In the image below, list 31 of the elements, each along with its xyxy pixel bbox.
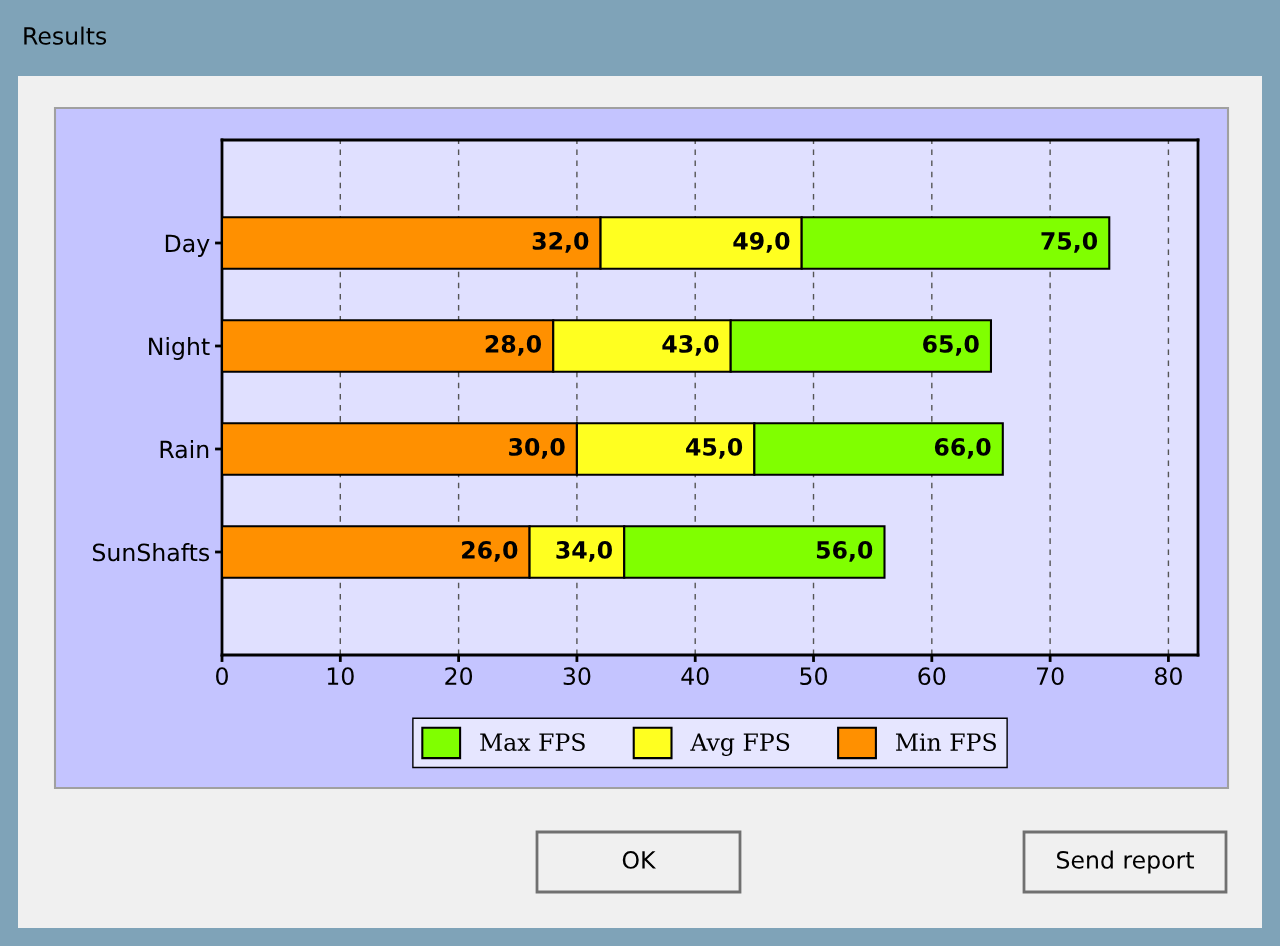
legend-label: Max FPS <box>480 733 585 751</box>
x-tick-label: 0 <box>216 667 228 686</box>
annotation: 45,0 <box>686 437 743 459</box>
text: OK <box>622 850 657 869</box>
text: Send report <box>1057 850 1194 874</box>
annotation: 26,0 <box>462 540 518 562</box>
legend-label: Avg FPS <box>690 733 790 756</box>
x-tick-label: 70 <box>1037 667 1064 686</box>
x-tick-label: 10 <box>327 667 354 686</box>
y-tick-label: Rain <box>160 440 209 459</box>
annotation: 43,0 <box>662 334 719 356</box>
annotation: 34,0 <box>556 540 612 562</box>
annotation: 49,0 <box>733 231 790 253</box>
x-tick-label: 80 <box>1155 667 1182 686</box>
annotation: 32,0 <box>532 231 589 253</box>
y-tick-label: Day <box>165 234 210 257</box>
annotation: 65,0 <box>923 334 979 356</box>
chart-title: Results <box>24 26 107 45</box>
x-tick-label: 40 <box>681 667 709 686</box>
y-tick-label: Night <box>149 337 210 360</box>
annotation: 75,0 <box>1041 231 1098 253</box>
x-tick-label: 20 <box>445 667 473 686</box>
y-tick-label: SunShafts <box>92 543 210 562</box>
legend-label: Min FPS <box>895 733 996 751</box>
annotation: 66,0 <box>934 437 991 459</box>
annotation: 28,0 <box>485 334 542 356</box>
x-tick-label: 50 <box>800 667 827 686</box>
annotation: 56,0 <box>816 540 873 562</box>
x-tick-label: 30 <box>563 667 591 686</box>
annotation: 30,0 <box>509 437 565 459</box>
x-tick-label: 60 <box>918 667 946 686</box>
